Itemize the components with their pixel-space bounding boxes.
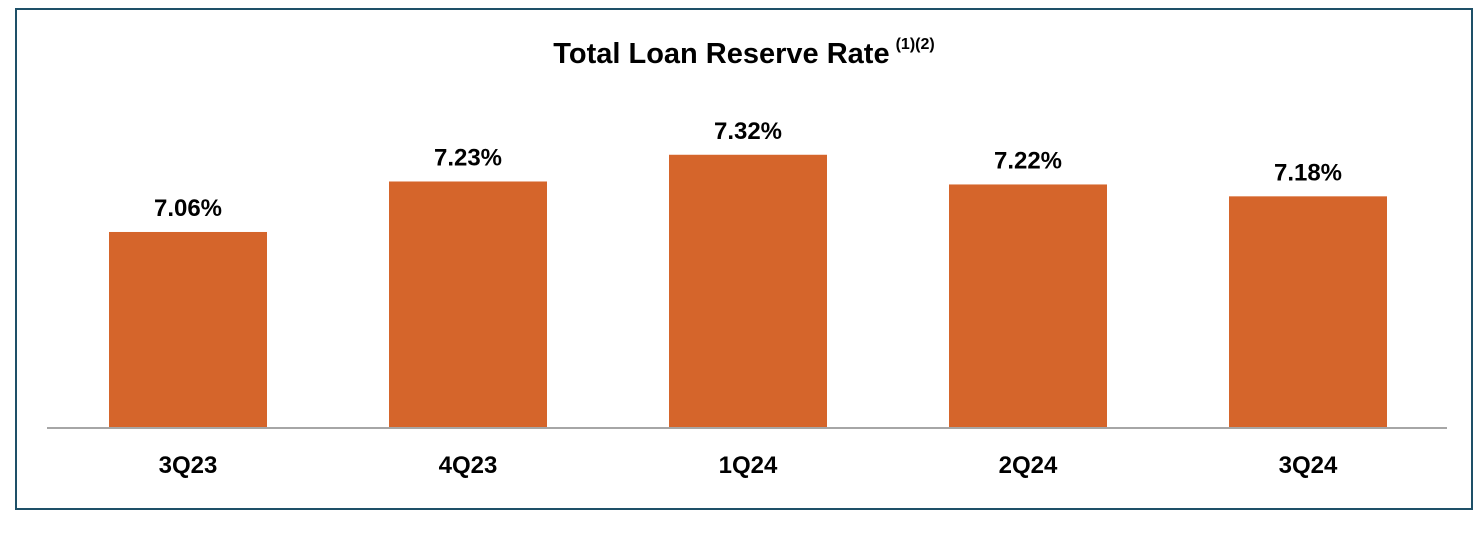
bar-1q24 <box>669 154 827 428</box>
x-tick-label-2q24: 2Q24 <box>999 452 1058 479</box>
bar-3q24 <box>1229 196 1387 428</box>
x-tick-label-3q23: 3Q23 <box>159 452 218 479</box>
value-label-3q24: 7.18% <box>1274 159 1342 186</box>
bar-4q23 <box>389 181 547 428</box>
chart-title-text: Total Loan Reserve Rate <box>553 38 890 70</box>
chart-title: Total Loan Reserve Rate (1)(2) <box>17 36 1471 71</box>
bar-3q23 <box>109 231 267 428</box>
value-label-3q23: 7.06% <box>154 195 222 222</box>
x-tick-label-3q24: 3Q24 <box>1279 452 1338 479</box>
value-label-1q24: 7.32% <box>714 118 782 145</box>
x-tick-label-4q23: 4Q23 <box>439 452 498 479</box>
chart-title-footnote-marker: (1)(2) <box>895 36 935 53</box>
value-label-4q23: 7.23% <box>434 144 502 171</box>
value-label-2q24: 7.22% <box>994 147 1062 174</box>
bar-2q24 <box>949 184 1107 428</box>
x-tick-label-1q24: 1Q24 <box>719 452 778 479</box>
